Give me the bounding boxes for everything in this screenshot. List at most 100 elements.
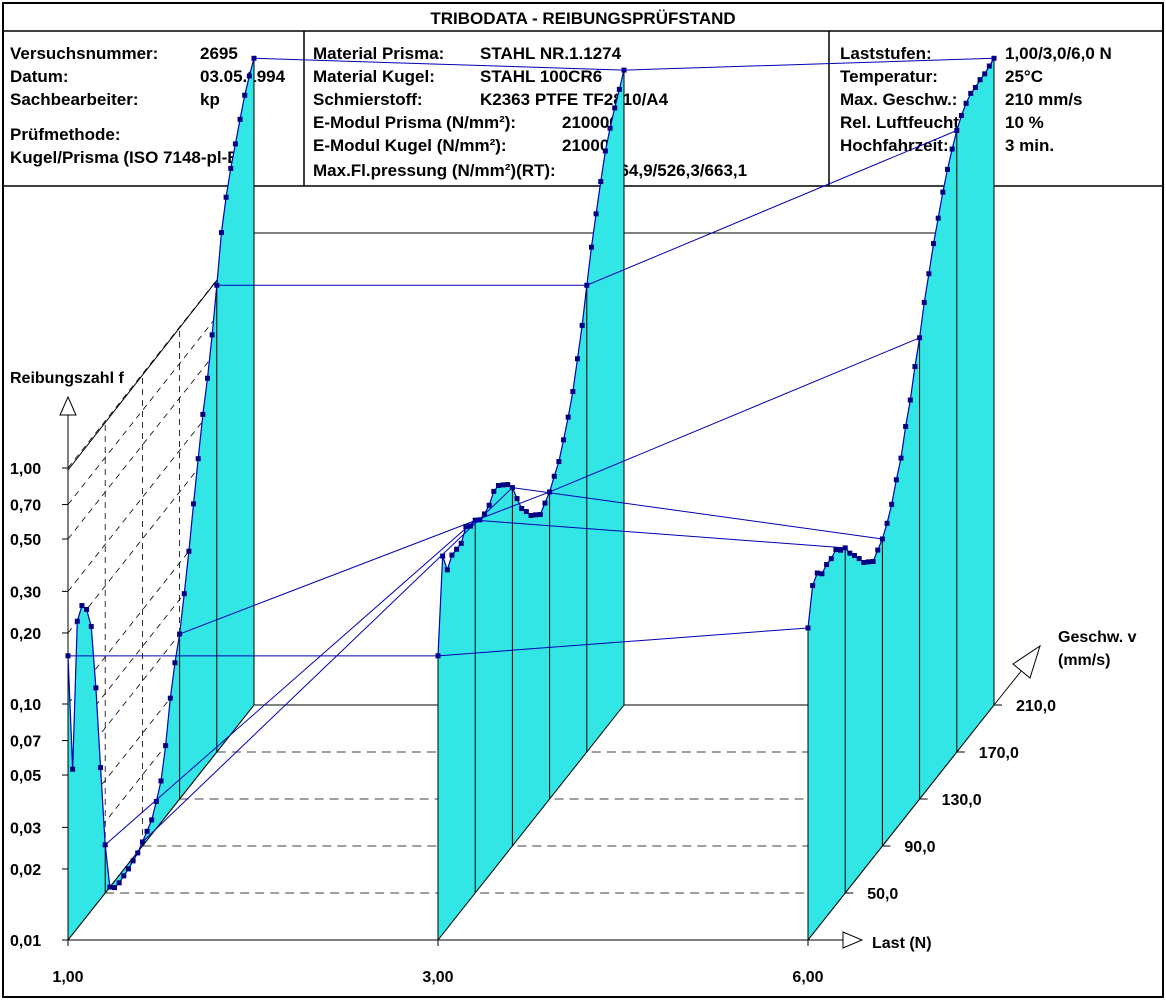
x-tick-label: 1,00: [52, 969, 83, 986]
y-tick-label: 0,50: [10, 532, 41, 549]
data-point: [93, 685, 99, 691]
hochfahrzeit-value: 3 min.: [1005, 136, 1054, 155]
data-point: [949, 146, 955, 152]
z-tick-label: 90,0: [904, 839, 935, 856]
z-axis-arrow-head: [1012, 644, 1041, 679]
series-3,00: [435, 67, 627, 941]
data-point: [561, 437, 567, 443]
emodul-prisma-label: E-Modul Prisma (N/mm²):: [313, 113, 516, 132]
y-tick-label: 0,05: [10, 768, 41, 785]
data-point: [125, 866, 131, 872]
data-point: [163, 743, 169, 749]
data-point: [88, 623, 94, 629]
data-point: [500, 482, 506, 488]
report-title: TRIBODATA - REIBUNGSPRÜFSTAND: [430, 9, 735, 28]
data-point: [814, 570, 820, 576]
y-axis-arrow-head: [59, 395, 77, 416]
data-point: [158, 778, 164, 784]
data-point: [935, 215, 941, 221]
geschw-value: 210 mm/s: [1005, 90, 1083, 109]
side-wall-gridline: [67, 303, 255, 540]
cross-load-line: [253, 57, 995, 71]
data-point: [986, 63, 992, 69]
data-point: [579, 322, 585, 328]
series-baseline: [807, 704, 995, 941]
data-point: [200, 411, 206, 417]
data-point: [523, 509, 529, 515]
y-tick-label: 1,00: [10, 461, 41, 478]
z-axis-arrow-shaft: [993, 669, 1023, 706]
data-point: [454, 546, 460, 552]
data-point: [824, 562, 830, 568]
series-baseline: [437, 704, 625, 941]
data-point: [444, 567, 450, 573]
sachbearbeiter-value: kp: [200, 90, 220, 109]
data-point: [588, 244, 594, 250]
data-point: [181, 591, 187, 597]
material-prisma-value: STAHL NR.1.1274: [480, 44, 622, 63]
x-axis-title: Last (N): [872, 935, 932, 952]
data-point: [186, 548, 192, 554]
data-point: [921, 299, 927, 305]
versuchsnummer-value: 2695: [200, 44, 238, 63]
schmierstoff-label: Schmierstoff:: [313, 90, 423, 109]
data-point: [893, 477, 899, 483]
data-point: [112, 885, 117, 891]
temperatur-label: Temperatur:: [840, 67, 938, 86]
data-point: [551, 473, 557, 479]
series-area: [438, 70, 624, 941]
cross-load-line: [179, 337, 920, 635]
series-1,00: [65, 55, 257, 941]
side-wall-gridline: [67, 505, 255, 741]
data-point: [449, 552, 455, 558]
data-point: [84, 606, 90, 612]
data-point: [172, 660, 178, 666]
data-point: [856, 556, 862, 562]
data-point: [495, 483, 501, 489]
data-point: [870, 559, 876, 565]
y-tick-label: 0,01: [10, 933, 41, 950]
data-point: [167, 695, 173, 701]
data-point: [898, 455, 904, 461]
data-point: [542, 500, 548, 506]
sachbearbeiter-label: Sachbearbeiter:: [10, 90, 139, 109]
cross-load-line: [68, 627, 809, 657]
data-point: [889, 501, 895, 507]
data-point: [852, 553, 857, 559]
data-point: [135, 850, 141, 856]
z-tick-label: 130,0: [942, 792, 982, 809]
data-point: [533, 512, 539, 518]
data-point: [565, 414, 571, 420]
pruefmethode-value: Kugel/Prisma (ISO 7148-pl-B): [10, 148, 245, 167]
versuchsnummer-label: Versuchsnummer:: [10, 44, 158, 63]
datum-label: Datum:: [10, 67, 69, 86]
data-point: [468, 523, 474, 529]
z-axis-title-line2: (mm/s): [1058, 652, 1110, 669]
data-point: [491, 488, 497, 494]
series-layer: [65, 55, 997, 941]
data-point: [528, 512, 534, 518]
data-point: [931, 241, 937, 247]
header-table: TRIBODATA - REIBUNGSPRÜFSTAND Versuchsnu…: [3, 9, 1163, 187]
data-point: [847, 550, 853, 556]
data-point: [505, 482, 511, 488]
ticks-layer: 0,01 0,02 0,03 0,05 0,07 0,10 0,20 0,30 0,50 0,70…: [10, 461, 1056, 986]
data-point: [130, 858, 136, 864]
data-point: [977, 77, 983, 83]
luftfeuchte-value: 10 %: [1005, 113, 1044, 132]
material-prisma-label: Material Prisma:: [313, 44, 444, 63]
data-point: [153, 798, 159, 804]
emodul-kugel-label: E-Modul Kugel (N/mm²):: [313, 136, 507, 155]
luftfeuchte-label: Rel. Luftfeuchte:: [840, 113, 974, 132]
data-point: [121, 873, 127, 879]
data-point: [593, 211, 599, 217]
series-area: [68, 58, 254, 940]
data-point: [575, 356, 580, 362]
side-wall-gridline: [67, 468, 255, 705]
data-point: [819, 571, 825, 577]
series-area: [808, 58, 994, 940]
side-wall-gridline: [67, 269, 255, 505]
data-point: [907, 397, 913, 403]
data-point: [884, 520, 890, 526]
